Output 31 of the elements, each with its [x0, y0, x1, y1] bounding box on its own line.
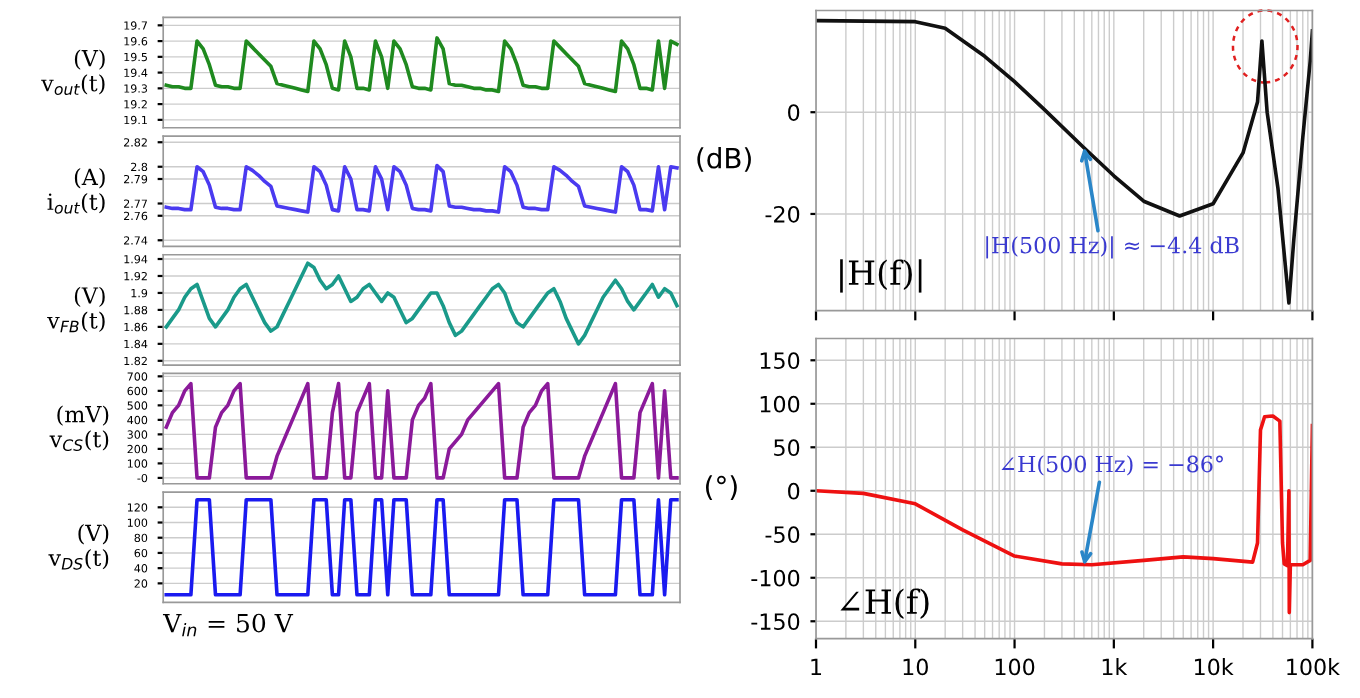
text: V$_{in}$ = 50 V	[162, 613, 294, 637]
x-tick-label: 1	[811, 658, 822, 675]
line-series	[164, 261, 679, 346]
y-tick-label: 100	[760, 395, 800, 413]
annotation: ∠H(500 Hz) = −86°	[1001, 455, 1223, 476]
line-series	[164, 163, 679, 214]
x-tick-label: 10k	[1194, 658, 1234, 676]
y-axis-title: (V) v$_{FB}$(t)	[47, 286, 105, 333]
annotation: ∠H(f)	[840, 588, 929, 619]
y-tick-label: -100	[751, 569, 800, 587]
y-axis-title: (V) v$_{DS}$(t)	[48, 524, 109, 570]
y-axis-title: (mV) v$_{CS}$(t)	[49, 405, 109, 452]
y-tick-label: -20	[765, 205, 800, 223]
y-axis-title: (V) v$_{out}$(t)	[41, 49, 105, 96]
annotation: |H(500 Hz)| ≈ −4.4 dB	[986, 236, 1239, 259]
y-axis-title: (°)	[706, 475, 737, 500]
y-axis-title: (A) i$_{out}$(t)	[47, 168, 105, 214]
y-tick-label: 0	[788, 104, 800, 121]
line-series	[164, 381, 679, 480]
y-tick-label: -150	[751, 613, 800, 631]
x-tick-label: 100	[995, 658, 1035, 676]
y-axis-title: (dB)	[697, 147, 751, 172]
line-series	[164, 36, 679, 94]
x-tick-label: 100k	[1287, 658, 1340, 676]
y-tick-label: 50	[774, 439, 800, 457]
annotation: |H(f)|	[840, 259, 922, 293]
x-tick-label: 10	[903, 658, 928, 676]
y-tick-label: -50	[765, 526, 800, 544]
y-tick-label: 150	[760, 352, 800, 370]
x-tick-label: 1k	[1102, 658, 1128, 675]
y-tick-label: 0	[788, 482, 800, 500]
